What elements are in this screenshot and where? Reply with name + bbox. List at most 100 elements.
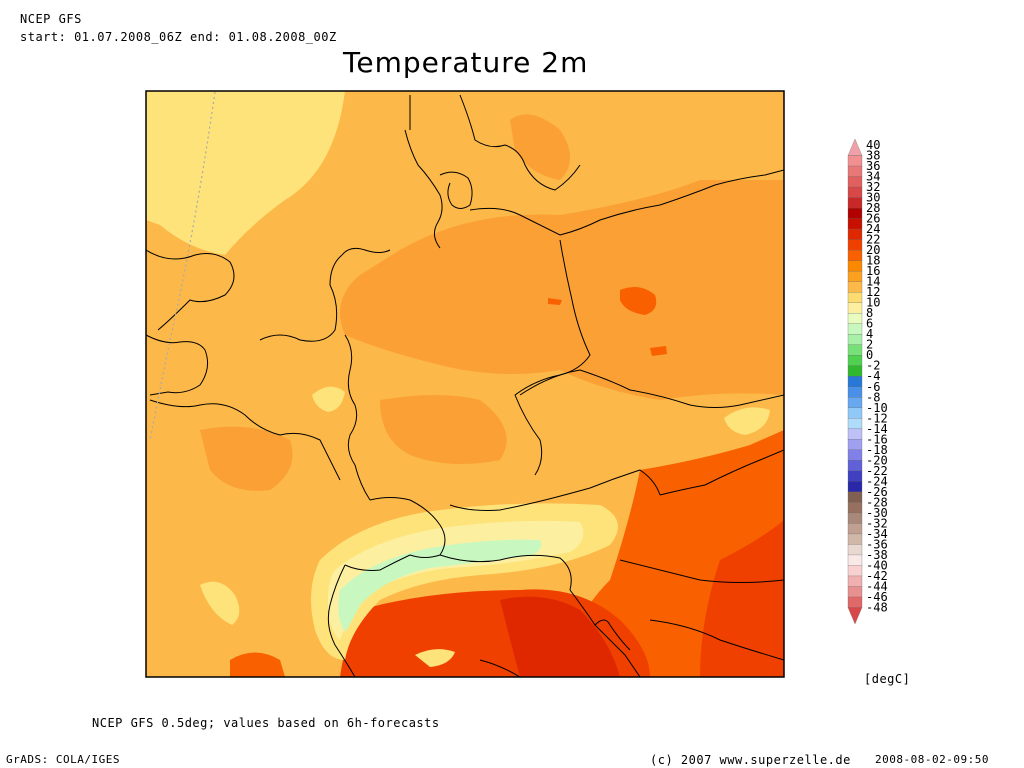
legend-tick-label: 14 bbox=[866, 275, 880, 289]
legend-swatch bbox=[847, 512, 863, 524]
timestamp-label: 2008-08-02-09:50 bbox=[875, 753, 989, 766]
sweden-coast bbox=[409, 94, 581, 191]
legend-swatch bbox=[847, 491, 863, 503]
legend-tick-label: -38 bbox=[866, 548, 888, 562]
baltic-coast bbox=[469, 169, 784, 236]
legend-swatch bbox=[847, 586, 863, 598]
warm-region-southwest bbox=[200, 426, 293, 491]
coastlines-and-borders bbox=[146, 94, 784, 677]
cool-region-northwest bbox=[146, 91, 345, 255]
legend-tick-label: 40 bbox=[866, 138, 880, 152]
legend-tick-label: -22 bbox=[866, 464, 888, 478]
uk-coast bbox=[146, 249, 235, 396]
legend-swatch bbox=[847, 292, 863, 304]
balkan-border bbox=[619, 559, 784, 661]
legend-tick-label: -40 bbox=[866, 558, 888, 572]
legend-swatch bbox=[847, 138, 863, 156]
legend-tick-label: -34 bbox=[866, 527, 888, 541]
mild-region-southwest bbox=[200, 581, 240, 625]
denmark-coast bbox=[404, 129, 473, 249]
legend-swatch bbox=[847, 165, 863, 177]
legend-tick-label: 2 bbox=[866, 338, 873, 352]
legend-tick-label: -42 bbox=[866, 569, 888, 583]
legend-tick-label: -12 bbox=[866, 411, 888, 425]
legend-swatch bbox=[847, 186, 863, 199]
legend-swatch bbox=[847, 207, 863, 220]
legend-unit-label: [degC] bbox=[864, 672, 911, 686]
legend-swatch bbox=[847, 281, 863, 293]
map-title: Temperature 2m bbox=[343, 46, 589, 79]
legend-swatch bbox=[847, 565, 863, 577]
legend-tick-label: 20 bbox=[866, 243, 880, 257]
legend-tick-label: -8 bbox=[866, 390, 880, 404]
legend-tick-label: -28 bbox=[866, 495, 888, 509]
legend-tick-label: 12 bbox=[866, 285, 880, 299]
model-label: NCEP GFS bbox=[20, 12, 82, 26]
legend-tick-label: -20 bbox=[866, 453, 888, 467]
mild-region-italy bbox=[415, 649, 455, 667]
legend-tick-label: 30 bbox=[866, 191, 880, 205]
grads-credit: GrADS: COLA/IGES bbox=[6, 753, 120, 766]
legend-swatch bbox=[847, 428, 863, 440]
germany-border-west bbox=[344, 334, 371, 501]
north-sea-coast bbox=[259, 247, 391, 342]
legend-swatch bbox=[847, 376, 863, 388]
legend-swatch bbox=[847, 355, 863, 367]
very-hot-region-italy bbox=[500, 596, 620, 677]
legend-tick-label: -48 bbox=[866, 600, 888, 614]
legend-swatch bbox=[847, 533, 863, 545]
legend-swatch bbox=[847, 596, 863, 608]
legend-swatch bbox=[847, 239, 863, 251]
legend-tick-label: 28 bbox=[866, 201, 880, 215]
legend-tick-label: 34 bbox=[866, 170, 880, 184]
legend-swatch bbox=[847, 334, 863, 346]
hot-region-east-small-1 bbox=[620, 286, 657, 315]
legend-swatch bbox=[847, 407, 863, 419]
legend-swatch bbox=[847, 607, 863, 625]
legend-swatch bbox=[847, 386, 863, 398]
legend-swatch bbox=[847, 155, 863, 167]
legend-tick-label: 16 bbox=[866, 264, 880, 278]
legend-swatch bbox=[847, 249, 863, 262]
legend-swatch bbox=[847, 523, 863, 535]
warm-region-baltic bbox=[510, 114, 570, 180]
legend-tick-label: -36 bbox=[866, 537, 888, 551]
hot-region-east-small-3 bbox=[650, 346, 667, 356]
legend-swatch bbox=[847, 313, 863, 325]
legend-swatch bbox=[847, 197, 863, 209]
hot-region-southwest-corner bbox=[230, 652, 285, 677]
legend-tick-label: 32 bbox=[866, 180, 880, 194]
cold-region-alps-core bbox=[338, 539, 542, 632]
legend-tick-label: 6 bbox=[866, 317, 873, 331]
legend-swatch bbox=[847, 470, 863, 482]
legend-swatch bbox=[847, 270, 863, 283]
legend-swatch bbox=[847, 439, 863, 451]
legend-swatch bbox=[847, 460, 863, 472]
adriatic-coast bbox=[479, 619, 631, 677]
very-hot-region-southeast bbox=[700, 520, 784, 677]
copyright-label: (c) 2007 www.superzelle.de bbox=[650, 753, 851, 767]
legend-swatch bbox=[847, 418, 863, 430]
hot-region-east-small-2 bbox=[548, 298, 562, 305]
legend-tick-label: 24 bbox=[866, 222, 880, 236]
legend-tick-label: -32 bbox=[866, 516, 888, 530]
czech-border bbox=[519, 369, 784, 408]
warm-region-central bbox=[380, 395, 507, 464]
italy-border bbox=[327, 554, 641, 677]
legend-tick-label: -24 bbox=[866, 474, 888, 488]
legend-swatch bbox=[847, 302, 863, 314]
legend-tick-label: -46 bbox=[866, 590, 888, 604]
legend-tick-label: 4 bbox=[866, 327, 873, 341]
legend-tick-label: 22 bbox=[866, 233, 880, 247]
legend-swatch bbox=[847, 344, 863, 356]
legend-swatch bbox=[847, 575, 863, 587]
legend-swatch bbox=[847, 544, 863, 556]
legend-tick-label: 38 bbox=[866, 149, 880, 163]
legend-tick-label: -4 bbox=[866, 369, 880, 383]
legend-swatch bbox=[847, 365, 863, 377]
legend-tick-label: -44 bbox=[866, 579, 888, 593]
legend-tick-label: -18 bbox=[866, 443, 888, 457]
forecast-period-label: start: 01.07.2008_06Z end: 01.08.2008_00… bbox=[20, 30, 337, 44]
